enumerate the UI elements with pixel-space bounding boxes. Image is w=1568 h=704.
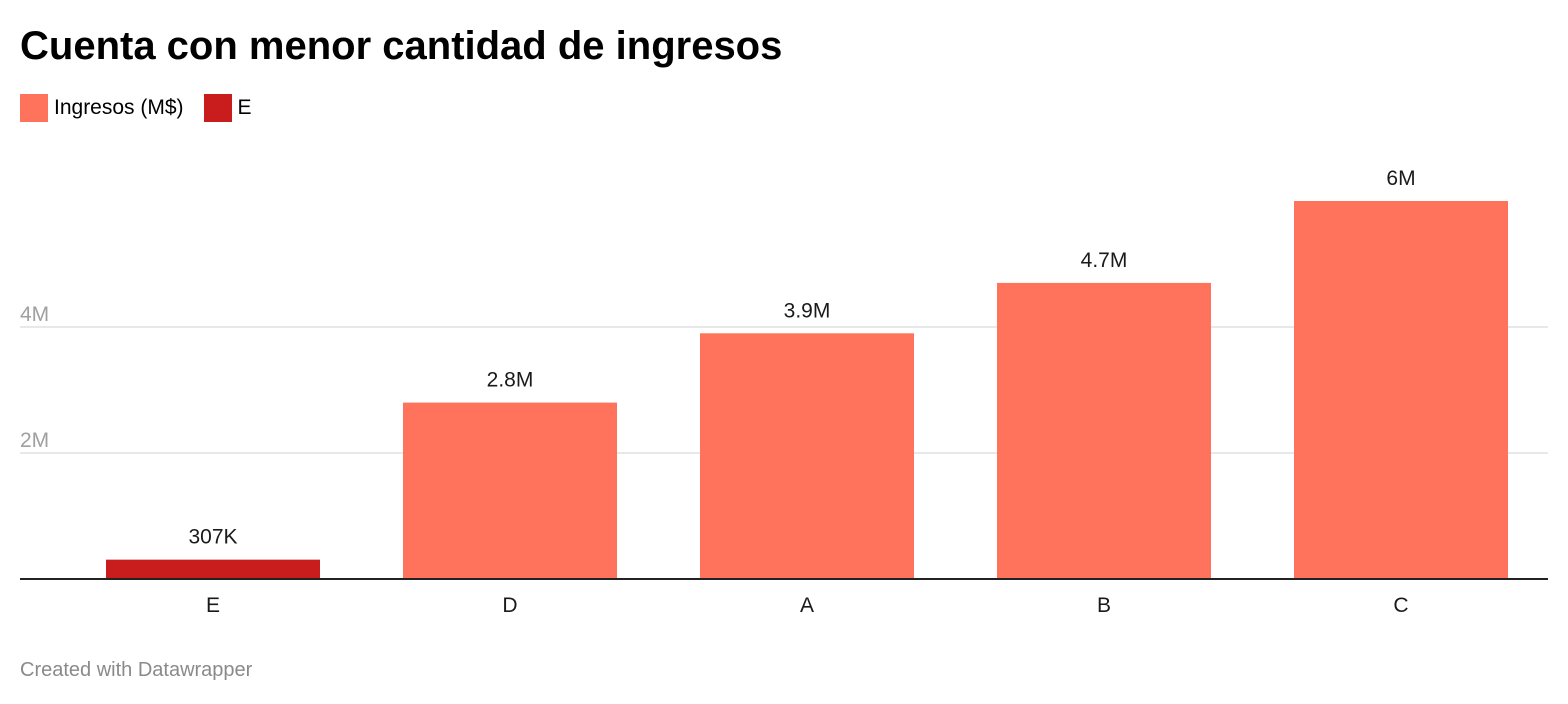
value-label-c: 6M (1386, 167, 1415, 190)
legend-label-ingresos: Ingresos (M$) (54, 96, 184, 119)
x-tick-label-d: D (502, 594, 517, 617)
bar-e (106, 559, 320, 579)
value-label-b: 4.7M (1081, 249, 1128, 272)
x-tick-label-a: A (800, 594, 814, 617)
bar-b (997, 282, 1211, 579)
value-label-e: 307K (188, 526, 237, 549)
chart-title: Cuenta con menor cantidad de ingresos (20, 24, 783, 68)
value-label-d: 2.8M (487, 369, 534, 392)
legend-swatch-e (203, 94, 232, 122)
bar-a (700, 333, 914, 579)
y-tick-label-4m: 4M (20, 303, 49, 326)
legend-item-e: E (203, 94, 252, 122)
legend: Ingresos (M$) E (20, 94, 272, 122)
legend-label-e: E (237, 96, 252, 119)
bar-c (1294, 201, 1508, 579)
y-tick-label-2m: 2M (20, 429, 49, 452)
value-label-a: 3.9M (784, 299, 831, 322)
legend-item-ingresos: Ingresos (M$) (20, 94, 184, 122)
legend-swatch-ingresos (20, 94, 48, 122)
x-tick-label-e: E (206, 594, 220, 617)
bar-d (403, 402, 617, 579)
x-tick-label-c: C (1393, 594, 1408, 617)
footer-credit: Created with Datawrapper (20, 659, 253, 681)
x-tick-label-b: B (1097, 594, 1111, 617)
